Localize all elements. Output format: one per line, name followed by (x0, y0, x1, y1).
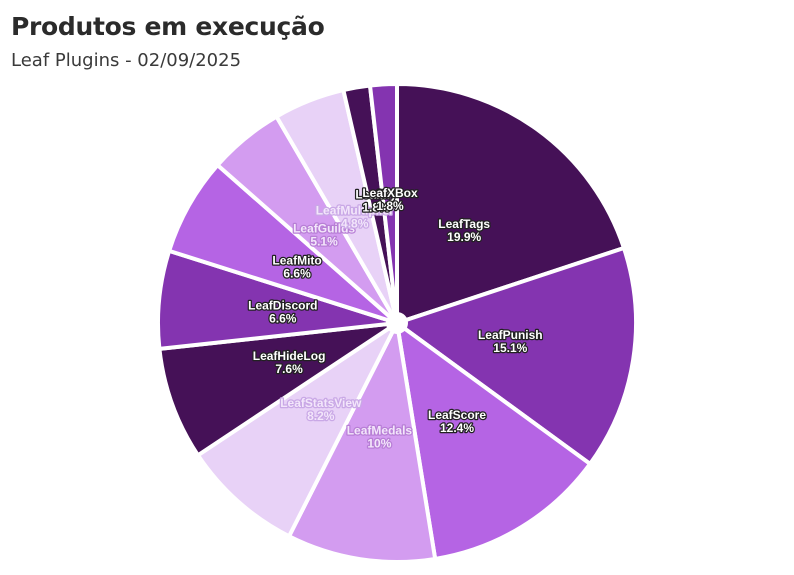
pie-slice-leafpunish[interactable] (392, 245, 639, 467)
pie-label-name: LeafGuilds (293, 221, 355, 235)
chart-subtitle: Leaf Plugins - 02/09/2025 (11, 50, 242, 71)
pie-label-leafguilds: LeafGuilds 5.1% (293, 221, 355, 248)
pie-label-percent: 12.4% (440, 421, 474, 435)
pie-label-name: LeafPunish (478, 328, 543, 342)
pie-label-name: LeafHideLog (253, 349, 326, 363)
pie-label-leafmedals: LeafMedals 10% (347, 423, 413, 450)
pie-labels: LeafTags 19.9% LeafPunish 15.1% LeafScore 12.… (247, 185, 544, 452)
pie-label-leafhidelog: LeafHideLog 7.6% (253, 349, 326, 376)
pie-label-percent: 15.1% (493, 341, 527, 355)
pie-label-name: LeafMy (355, 188, 397, 202)
pie-label-percent: 7.6% (275, 362, 303, 376)
pie-label-leafpunish: LeafPunish 15.1% (478, 328, 543, 355)
pie-label-percent: 5.1% (310, 234, 338, 248)
pie-center-hole (386, 312, 408, 334)
chart-title: Produtos em execução (11, 12, 325, 41)
pie-slice-leafscore[interactable] (394, 318, 593, 562)
pie-slice-leafxbox[interactable] (367, 81, 399, 324)
pie-label-name: LeafMito (272, 254, 321, 268)
pie-label-name: LeafScore (428, 408, 486, 422)
pie-label-leaftags: LeafTags 19.9% (438, 217, 490, 244)
pie-label-name: LeafMedals (347, 423, 413, 437)
pie-label-name: LeafStatsView (280, 396, 362, 410)
pie-label-percent: 6.6% (269, 312, 297, 326)
pie-slice-leafstatsview[interactable] (195, 317, 403, 539)
pie-label-percent: 1.8% (376, 199, 404, 213)
pie-slice-leafmedals[interactable] (286, 316, 438, 564)
pie-label-leafdiscord: LeafDiscord 6.6% (248, 299, 317, 326)
pie-label-percent: 10% (367, 436, 391, 450)
pie-label-name: LeafTags (438, 217, 490, 231)
pie-slices (156, 81, 639, 564)
pie-slice-leaftags[interactable] (395, 81, 627, 326)
pie-label-leafmy: LeafMy 1.8% (355, 188, 397, 215)
pie-label-name: LeafDiscord (248, 299, 317, 313)
pie-label-leafstatsview: LeafStatsView 8.2% (280, 396, 362, 423)
chart-header: Produtos em execução Leaf Plugins - 02/0… (11, 10, 325, 74)
pie-label-leafmito: LeafMito 6.6% (272, 254, 321, 281)
pie-label-leafscore: LeafScore 12.4% (428, 408, 486, 435)
pie-label-percent: 6.6% (283, 267, 311, 281)
pie-label-leafxbox: LeafXBox 1.8% (362, 186, 418, 213)
pie-label-leafmultiplier: LeafMultiplier 4.8% (316, 203, 394, 230)
pie-label-name: LeafXBox (362, 186, 418, 200)
pie-label-percent: 1.8% (362, 201, 390, 215)
pie-label-name: LeafMultiplier (316, 203, 394, 217)
pie-label-percent: 19.9% (447, 230, 481, 244)
pie-slice-leafhidelog[interactable] (157, 321, 399, 459)
pie-label-percent: 4.8% (341, 216, 369, 230)
pie-label-percent: 8.2% (307, 409, 335, 423)
